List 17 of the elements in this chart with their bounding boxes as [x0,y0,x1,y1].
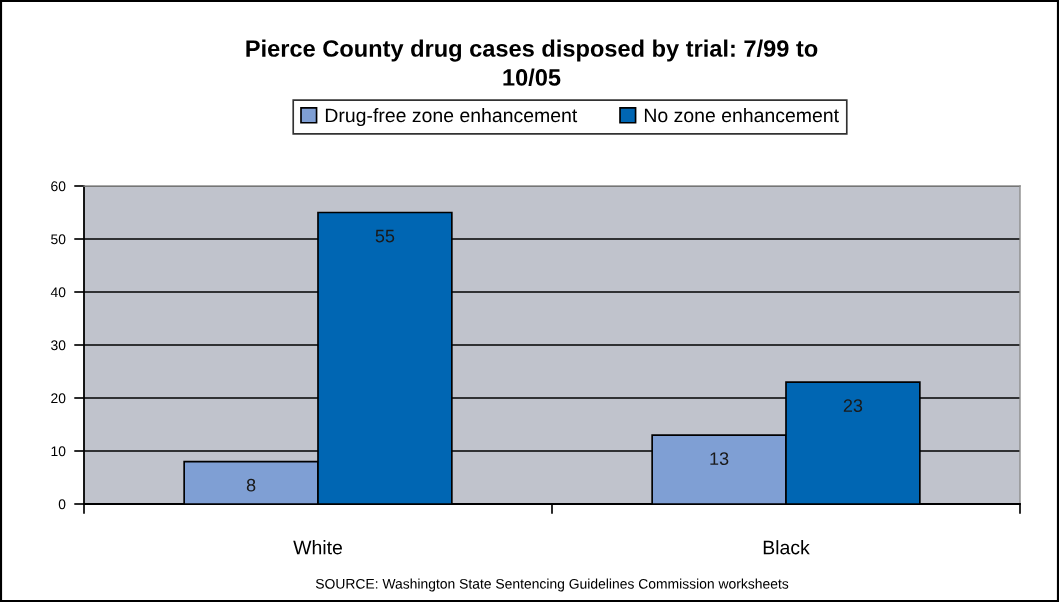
y-tick-label: 20 [51,393,66,404]
y-tick-label: 0 [58,499,66,510]
y-tick-label: 10 [51,446,66,457]
legend-label: No zone enhancement [644,107,839,123]
y-tick-label: 30 [51,340,66,351]
y-tick-label: 60 [51,181,66,192]
data-label: 13 [710,452,729,466]
y-tick-label: 50 [51,234,66,245]
data-label: 55 [375,229,395,243]
legend-label: Drug-free zone enhancement [325,107,578,127]
source-note: SOURCE: Washington State Sentencing Guidelines Commission worksheets [315,578,789,592]
x-tick-label: Black [763,540,810,555]
y-tick-label: 40 [50,287,66,298]
x-tick-label: White [293,540,342,555]
data-label: 23 [843,399,863,413]
data-label: 8 [246,478,256,492]
chart-title: Pierce County drug cases disposed by trial: 7/99 to 10/05 [246,39,818,87]
